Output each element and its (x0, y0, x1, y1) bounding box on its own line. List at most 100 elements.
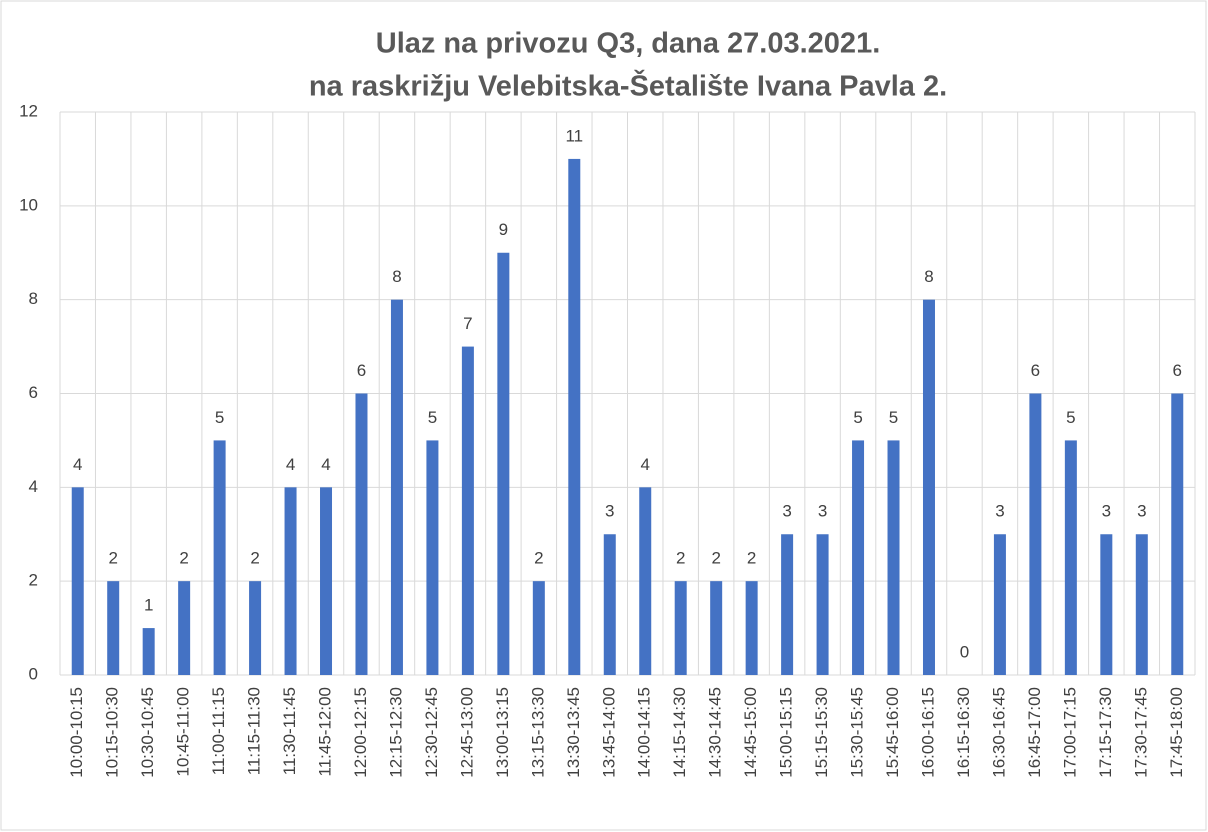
data-label: 3 (782, 502, 791, 521)
data-label: 5 (1066, 408, 1075, 427)
x-tick-label: 13:30-13:45 (564, 687, 583, 778)
bar (993, 534, 1006, 675)
y-tick-label: 10 (19, 195, 38, 214)
data-label: 6 (1173, 361, 1182, 380)
bar (922, 299, 935, 675)
data-label: 4 (286, 455, 295, 474)
bar (674, 581, 687, 675)
data-label: 0 (960, 642, 969, 661)
bar (639, 487, 652, 675)
x-tick-label: 15:45-16:00 (883, 687, 902, 778)
bar (1171, 393, 1184, 675)
bar (320, 487, 333, 675)
data-label: 7 (463, 314, 472, 333)
bar (426, 440, 439, 675)
x-tick-label: 15:30-15:45 (848, 687, 867, 778)
data-label: 9 (499, 220, 508, 239)
x-tick-label: 11:00-11:15 (209, 687, 228, 775)
bar (1029, 393, 1042, 675)
bar (1135, 534, 1148, 675)
bar (249, 581, 262, 675)
y-tick-label: 4 (29, 477, 38, 496)
x-tick-label: 14:45-15:00 (741, 687, 760, 778)
data-label: 2 (250, 549, 259, 568)
x-tick-label: 13:00-13:15 (493, 687, 512, 778)
data-label: 2 (108, 549, 117, 568)
x-tick-label: 11:45-12:00 (316, 687, 335, 776)
x-tick-label: 12:15-12:30 (386, 687, 405, 778)
data-label: 2 (676, 549, 685, 568)
bar (142, 628, 155, 675)
data-label: 11 (565, 126, 583, 145)
x-tick-label: 17:00-17:15 (1060, 687, 1079, 778)
bar (390, 299, 403, 675)
bar (284, 487, 297, 675)
x-tick-label: 17:45-18:00 (1167, 687, 1186, 778)
bar (816, 534, 829, 675)
bar (1064, 440, 1077, 675)
bar (710, 581, 723, 675)
x-tick-label: 16:45-17:00 (1025, 687, 1044, 778)
x-tick-label: 13:15-13:30 (528, 687, 547, 778)
x-tick-label: 14:00-14:15 (635, 687, 654, 778)
x-tick-label: 14:30-14:45 (706, 687, 725, 778)
x-tick-label: 14:15-14:30 (670, 687, 689, 778)
bar (1100, 534, 1113, 675)
bar (532, 581, 545, 675)
y-tick-label: 12 (19, 101, 38, 120)
data-label: 4 (321, 455, 330, 474)
x-tick-label: 12:30-12:45 (422, 687, 441, 778)
bar (745, 581, 758, 675)
data-label: 4 (73, 455, 82, 474)
data-label: 6 (357, 361, 366, 380)
y-tick-label: 8 (29, 289, 38, 308)
x-tick-label: 10:45-11:00 (174, 687, 193, 776)
x-tick-label: 10:00-10:15 (67, 687, 86, 778)
bar (781, 534, 794, 675)
data-label: 3 (818, 502, 827, 521)
data-label: 3 (605, 502, 614, 521)
bar (603, 534, 616, 675)
bar (461, 346, 474, 675)
x-tick-label: 16:00-16:15 (918, 687, 937, 778)
data-label: 5 (428, 408, 437, 427)
bar (107, 581, 120, 675)
y-tick-label: 0 (29, 664, 38, 683)
x-tick-label: 10:15-10:30 (103, 687, 122, 778)
data-label: 5 (215, 408, 224, 427)
bar (852, 440, 865, 675)
data-label: 5 (853, 408, 862, 427)
bar (568, 158, 581, 675)
x-tick-label: 16:15-16:30 (954, 687, 973, 778)
x-tick-label: 11:15-11:30 (245, 687, 264, 775)
bar (213, 440, 226, 675)
data-label: 1 (144, 596, 153, 615)
x-tick-label: 16:30-16:45 (989, 687, 1008, 778)
x-tick-label: 13:45-14:00 (599, 687, 618, 778)
y-tick-label: 2 (29, 571, 38, 590)
data-label: 2 (534, 549, 543, 568)
data-label: 3 (1137, 502, 1146, 521)
data-label: 6 (1031, 361, 1040, 380)
x-tick-label: 17:15-17:30 (1096, 687, 1115, 778)
y-tick-label: 6 (29, 383, 38, 402)
x-tick-label: 12:45-13:00 (457, 687, 476, 778)
x-tick-label: 15:15-15:30 (812, 687, 831, 778)
bar (887, 440, 900, 675)
x-tick-label: 10:30-10:45 (138, 687, 157, 778)
data-label: 3 (1102, 502, 1111, 521)
x-tick-label: 11:30-11:45 (280, 687, 299, 775)
bar (178, 581, 191, 675)
bar (71, 487, 84, 675)
bar (355, 393, 368, 675)
data-label: 2 (711, 549, 720, 568)
x-tick-label: 17:30-17:45 (1131, 687, 1150, 778)
data-label: 8 (924, 267, 933, 286)
data-label: 4 (641, 455, 650, 474)
x-tick-label: 15:00-15:15 (777, 687, 796, 778)
data-label: 2 (747, 549, 756, 568)
chart-title: na raskrižju Velebitska-Šetalište Ivana … (309, 69, 947, 103)
data-label: 8 (392, 267, 401, 286)
x-tick-label: 12:00-12:15 (351, 687, 370, 778)
chart-title: Ulaz na privozu Q3, dana 27.03.2021. (376, 28, 881, 60)
